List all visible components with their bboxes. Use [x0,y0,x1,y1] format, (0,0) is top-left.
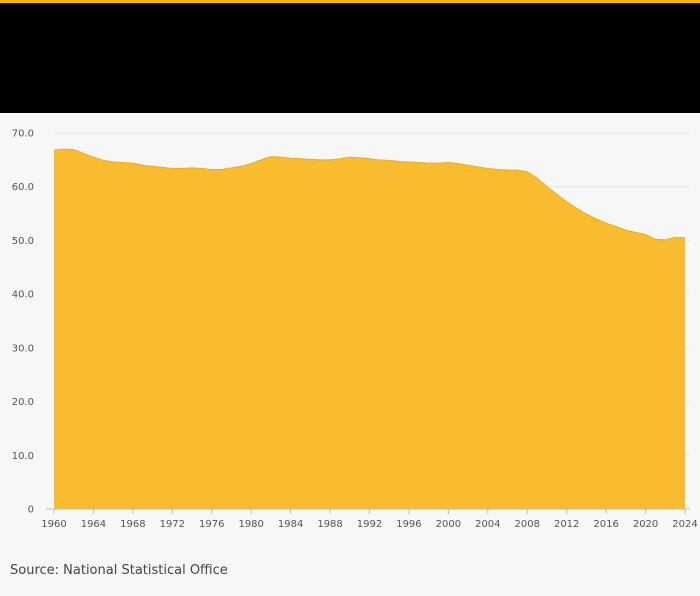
y-tick-label: 40.0 [12,290,34,301]
x-tick-label: 2020 [633,519,658,530]
x-tick-label: 2016 [593,519,618,530]
x-tick-label: 2008 [515,519,540,530]
axes: 0 10.0 20.0 30.0 40.0 50.0 60.0 70.0 1960 1964 196… [12,129,698,531]
x-tick-label: 1960 [41,519,66,530]
y-tick-label: 20.0 [12,397,34,408]
x-tick-label: 1968 [120,519,145,530]
area-chart-svg: 0 10.0 20.0 30.0 40.0 50.0 60.0 70.0 1960 1964 196… [12,129,698,531]
x-tick-label: 2000 [436,519,461,530]
x-tick-label: 2012 [554,519,579,530]
chart: 0 10.0 20.0 30.0 40.0 50.0 60.0 70.0 1960 1964 196… [0,113,700,543]
area-line [53,148,686,241]
x-tick-label: 1972 [160,519,185,530]
header-band [0,3,700,113]
area-fill [54,149,685,509]
x-tick-label: 1988 [317,519,342,530]
y-tick-label: 70.0 [12,129,34,140]
x-tick-label: 2004 [475,519,500,530]
x-tick-label: 1976 [199,519,224,530]
y-tick-label: 60.0 [12,182,34,193]
y-tick-label: 10.0 [12,451,34,462]
x-tick-label: 2024 [672,519,697,530]
accent-stripe [0,0,700,3]
area-series [53,148,686,509]
x-tick-label: 1984 [278,519,303,530]
y-tick-label: 0 [28,505,34,516]
y-tick-label: 50.0 [12,236,34,247]
x-tick-label: 1964 [81,519,106,530]
x-tick-label: 1980 [238,519,263,530]
source-note: Source: National Statistical Office [10,563,228,578]
x-tick-label: 1992 [357,519,382,530]
y-tick-label: 30.0 [12,343,34,354]
x-tick-label: 1996 [396,519,421,530]
